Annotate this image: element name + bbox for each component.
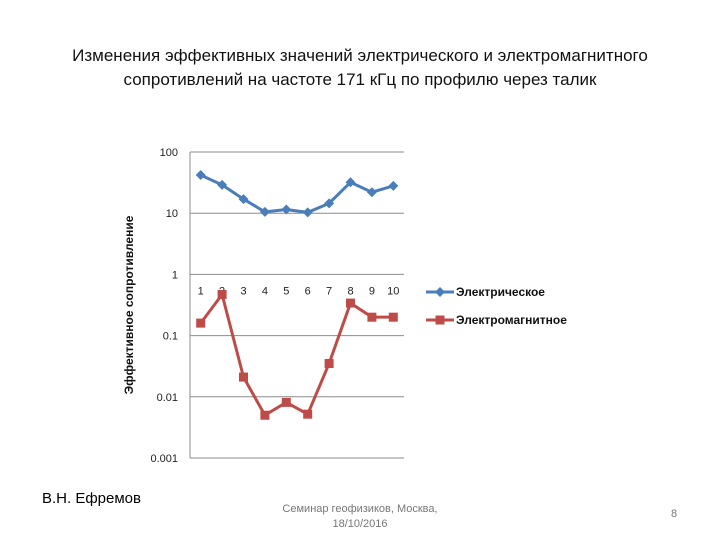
data-point-square (324, 359, 334, 369)
y-tick-label: 10 (166, 208, 178, 220)
data-point-diamond (324, 198, 335, 209)
data-point-square (303, 409, 313, 419)
data-point-square (388, 312, 398, 322)
author-name: В.Н. Ефремов (42, 490, 141, 507)
data-point-diamond (238, 194, 249, 205)
x-tick-label: 9 (369, 285, 375, 297)
legend-marker-square (435, 315, 445, 325)
event-caption-line-1: Семинар геофизиков, Москва, (282, 503, 438, 515)
slide-title-line-2: сопротивлений на частоте 171 кГц по проф… (123, 70, 597, 89)
x-tick-label: 3 (240, 285, 246, 297)
event-caption: Семинар геофизиков, Москва, 18/10/2016 (270, 502, 450, 532)
data-point-diamond (345, 177, 356, 188)
event-caption-line-2: 18/10/2016 (332, 518, 388, 530)
y-axis-title: Эффективное сопротивление (122, 215, 136, 394)
legend-label: Электрическое (456, 285, 545, 299)
data-point-diamond (366, 187, 377, 198)
data-point-square (346, 298, 355, 308)
y-tick-label: 0.1 (163, 331, 178, 343)
data-point-diamond (217, 179, 228, 190)
data-point-diamond (259, 206, 270, 217)
data-point-square (239, 372, 248, 382)
data-point-diamond (195, 170, 206, 181)
series-line-1 (200, 173, 394, 214)
legend-marker-diamond (435, 287, 445, 297)
data-point-diamond (281, 204, 292, 215)
data-point-square (367, 312, 377, 322)
y-tick-label: 0.01 (157, 392, 178, 404)
data-point-diamond (302, 207, 313, 218)
data-point-square (260, 410, 270, 420)
data-point-diamond (388, 180, 399, 191)
slide-title-line-1: Изменения эффективных значений электриче… (72, 46, 648, 65)
x-tick-label: 10 (387, 285, 399, 297)
page-number: 8 (670, 508, 678, 520)
x-tick-label: 7 (326, 285, 332, 297)
slide-title: Изменения эффективных значений электриче… (20, 44, 700, 92)
data-point-square (281, 397, 291, 407)
x-tick-label: 8 (347, 285, 353, 297)
legend-label: Электромагнитное (456, 313, 567, 327)
x-tick-label: 1 (198, 285, 204, 297)
y-tick-label: 1 (172, 269, 178, 281)
series-line-2 (199, 291, 394, 418)
data-point-square (196, 318, 206, 328)
y-tick-label: 0.001 (150, 453, 178, 465)
y-tick-label: 100 (160, 147, 178, 159)
x-tick-label: 4 (262, 285, 268, 297)
x-tick-label: 6 (305, 285, 311, 297)
data-point-square (217, 289, 227, 299)
x-tick-label: 5 (283, 285, 289, 297)
